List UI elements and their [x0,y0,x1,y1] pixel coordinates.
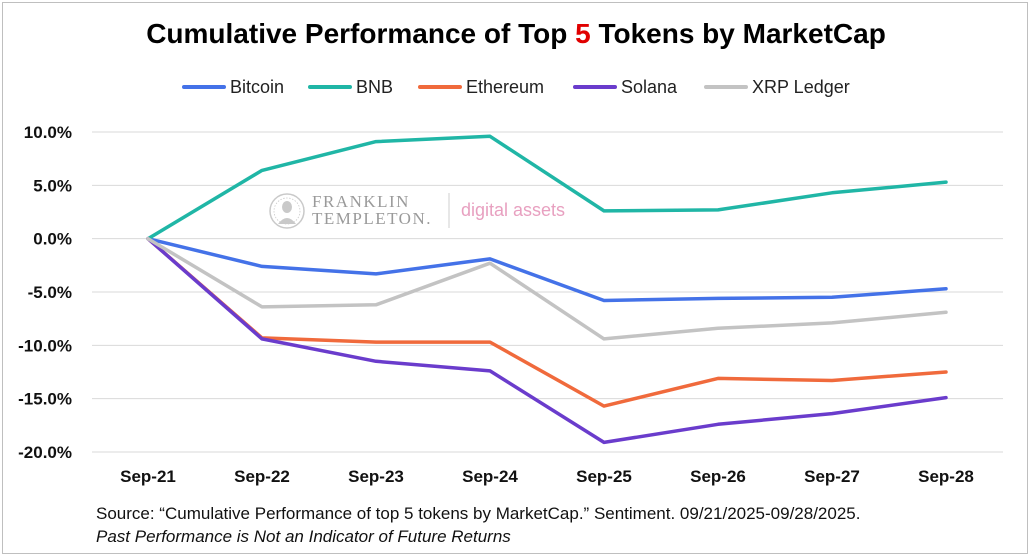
watermark: FRANKLIN TEMPLETON. digital assets [269,192,565,229]
legend-item-solana: Solana [573,76,677,98]
y-tick-label: -15.0% [18,390,72,409]
x-tick-label: Sep-27 [804,467,860,486]
x-tick-label: Sep-21 [120,467,176,486]
legend-item-xrp-ledger: XRP Ledger [704,76,850,98]
x-tick-label: Sep-22 [234,467,290,486]
legend-item-ethereum: Ethereum [418,76,544,98]
gridlines [92,131,1003,453]
legend-swatch [418,85,462,89]
series-line-xrp-ledger [146,236,948,341]
series-lines [146,134,948,445]
x-tick-label: Sep-28 [918,467,974,486]
watermark-line1: FRANKLIN [312,192,410,211]
franklin-portrait-icon [269,193,305,229]
legend-swatch [308,85,352,89]
disclaimer-note: Past Performance is Not an Indicator of … [96,527,511,546]
watermark-tagline: digital assets [461,200,565,220]
legend-label: XRP Ledger [752,76,850,97]
legend-label: Ethereum [466,76,545,97]
series-line-bnb [146,134,948,241]
y-tick-label: -20.0% [18,443,72,462]
x-tick-label: Sep-23 [348,467,404,486]
source-note: Source: “Cumulative Performance of top 5… [96,504,861,523]
legend-label: BNB [356,76,394,97]
series-line-ethereum [146,236,948,408]
legend-item-bnb: BNB [308,76,393,98]
y-tick-label: 5.0% [33,176,72,195]
legend-swatch [704,85,748,89]
legend-swatch [182,85,226,89]
y-tick-label: -5.0% [28,283,72,302]
title-suffix: Tokens by MarketCap [590,18,886,49]
y-axis: 10.0% 5.0% 0.0% -5.0% -10.0% -15.0% -20.0% [18,123,72,462]
chart-title: Cumulative Performance of Top 5 Tokens b… [0,18,1032,50]
legend-label: Bitcoin [230,76,285,97]
title-highlight: 5 [575,18,591,49]
legend-label: Solana [621,76,678,97]
legend-swatch [573,85,617,89]
y-tick-label: 10.0% [24,123,72,142]
x-axis: Sep-21 Sep-22 Sep-23 Sep-24 Sep-25 Sep-26 Sep-… [120,467,974,486]
series-line-solana [146,236,948,445]
y-tick-label: 0.0% [33,230,72,249]
x-tick-label: Sep-24 [462,467,518,486]
legend-item-bitcoin: Bitcoin [182,76,284,98]
watermark-line2: TEMPLETON. [312,209,432,228]
title-prefix: Cumulative Performance of Top [146,18,576,49]
legend: Bitcoin BNB Ethereum Solana XRP Ledger [0,76,1032,98]
x-tick-label: Sep-26 [690,467,746,486]
x-tick-label: Sep-25 [576,467,632,486]
series-line-bitcoin [146,236,948,303]
y-tick-label: -10.0% [18,336,72,355]
